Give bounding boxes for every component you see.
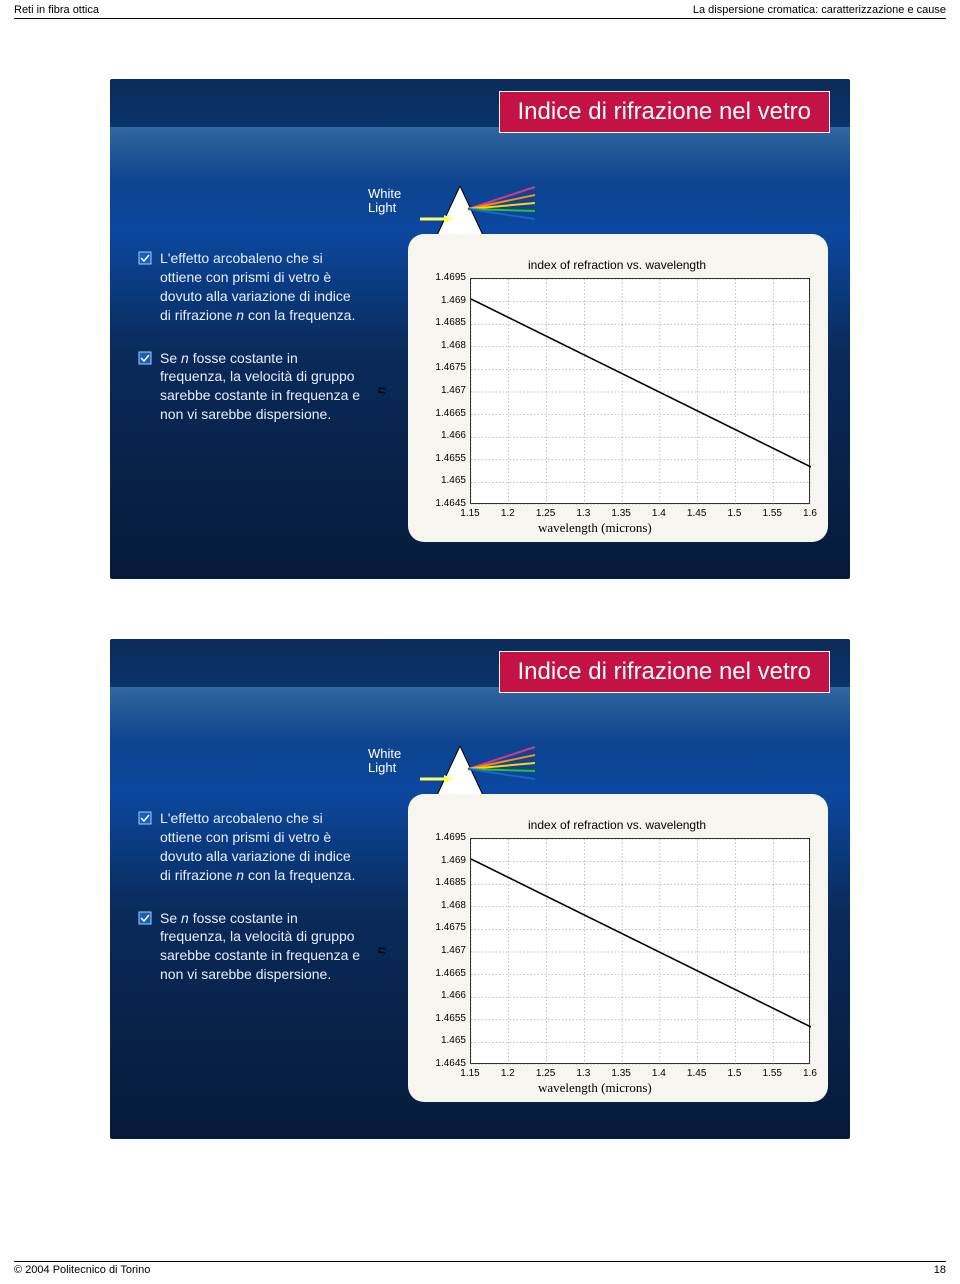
chart-plot [470, 278, 810, 504]
chart-title: index of refraction vs. wavelength [528, 258, 706, 272]
white-light-label: White Light [368, 187, 401, 216]
bullet-text: L'effetto arcobaleno che si ottiene con … [160, 809, 363, 885]
chart-ylabel: n [373, 947, 390, 955]
chart-xtick: 1.5 [727, 1068, 741, 1079]
chart-xtick: 1.6 [803, 1068, 817, 1079]
chart-ytick: 1.467 [416, 385, 466, 396]
chart-xtick: 1.2 [501, 508, 515, 519]
chart-xtick: 1.6 [803, 508, 817, 519]
bullet-icon [138, 351, 152, 425]
bullet-item: Se n fosse costante in frequenza, la vel… [138, 909, 363, 985]
chart-xtick: 1.4 [652, 508, 666, 519]
chart-xtick: 1.25 [536, 508, 555, 519]
chart-ytick: 1.4655 [416, 453, 466, 464]
header-right: La dispersione cromatica: caratterizzazi… [693, 4, 946, 16]
footer-left: © 2004 Politecnico di Torino [14, 1264, 150, 1276]
chart-xtick: 1.5 [727, 508, 741, 519]
chart-ytick: 1.4645 [416, 1058, 466, 1069]
chart-ytick: 1.467 [416, 945, 466, 956]
bullet-list: L'effetto arcobaleno che si ottiene con … [138, 249, 363, 448]
chart-ytick: 1.465 [416, 475, 466, 486]
bullet-icon [138, 911, 152, 985]
slide: Indice di rifrazione nel vetro L'effetto … [110, 79, 850, 579]
chart-ytick: 1.465 [416, 1035, 466, 1046]
chart-ytick: 1.468 [416, 340, 466, 351]
chart-xtick: 1.25 [536, 1068, 555, 1079]
chart-xlabel: wavelength (microns) [538, 520, 652, 536]
chart-ytick: 1.4695 [416, 832, 466, 843]
chart-title: index of refraction vs. wavelength [528, 818, 706, 832]
chart-ytick: 1.469 [416, 855, 466, 866]
chart-xtick: 1.45 [687, 508, 706, 519]
chart-panel: index of refraction vs. wavelengthnwavel… [408, 234, 828, 542]
chart-ytick: 1.4665 [416, 968, 466, 979]
chart-xtick: 1.35 [611, 1068, 630, 1079]
chart-ylabel: n [373, 387, 390, 395]
chart-xtick: 1.55 [762, 1068, 781, 1079]
footer-rule [14, 1261, 946, 1262]
chart-ytick: 1.466 [416, 990, 466, 1001]
chart-panel: index of refraction vs. wavelengthnwavel… [408, 794, 828, 1102]
white-light-label: White Light [368, 747, 401, 776]
bullet-text: L'effetto arcobaleno che si ottiene con … [160, 249, 363, 325]
chart-xtick: 1.4 [652, 1068, 666, 1079]
chart-ytick: 1.4655 [416, 1013, 466, 1024]
chart-ytick: 1.4675 [416, 922, 466, 933]
chart-xtick: 1.15 [460, 508, 479, 519]
chart-plot [470, 838, 810, 1064]
chart-xtick: 1.35 [611, 508, 630, 519]
chart-ytick: 1.468 [416, 900, 466, 911]
chart-xlabel: wavelength (microns) [538, 1080, 652, 1096]
bullet-list: L'effetto arcobaleno che si ottiene con … [138, 809, 363, 1008]
chart-ytick: 1.4665 [416, 408, 466, 419]
header-left: Reti in fibra ottica [14, 4, 99, 16]
slide-title: Indice di rifrazione nel vetro [499, 651, 830, 693]
header-rule [14, 18, 946, 19]
chart-ytick: 1.469 [416, 295, 466, 306]
chart-ytick: 1.4685 [416, 317, 466, 328]
slide: Indice di rifrazione nel vetro L'effetto … [110, 639, 850, 1139]
bullet-icon [138, 811, 152, 885]
chart-ytick: 1.4675 [416, 362, 466, 373]
chart-xtick: 1.15 [460, 1068, 479, 1079]
slide-title: Indice di rifrazione nel vetro [499, 91, 830, 133]
page-footer: © 2004 Politecnico di Torino 18 [0, 1261, 960, 1276]
bullet-item: L'effetto arcobaleno che si ottiene con … [138, 249, 363, 325]
chart-xtick: 1.55 [762, 508, 781, 519]
chart-ytick: 1.466 [416, 430, 466, 441]
chart-ytick: 1.4695 [416, 272, 466, 283]
chart-xtick: 1.45 [687, 1068, 706, 1079]
bullet-item: Se n fosse costante in frequenza, la vel… [138, 349, 363, 425]
bullet-text: Se n fosse costante in frequenza, la vel… [160, 349, 363, 425]
bullet-icon [138, 251, 152, 325]
chart-xtick: 1.2 [501, 1068, 515, 1079]
chart-xtick: 1.3 [576, 1068, 590, 1079]
bullet-item: L'effetto arcobaleno che si ottiene con … [138, 809, 363, 885]
chart-ytick: 1.4645 [416, 498, 466, 509]
footer-right: 18 [934, 1264, 946, 1276]
bullet-text: Se n fosse costante in frequenza, la vel… [160, 909, 363, 985]
chart-ytick: 1.4685 [416, 877, 466, 888]
chart-xtick: 1.3 [576, 508, 590, 519]
